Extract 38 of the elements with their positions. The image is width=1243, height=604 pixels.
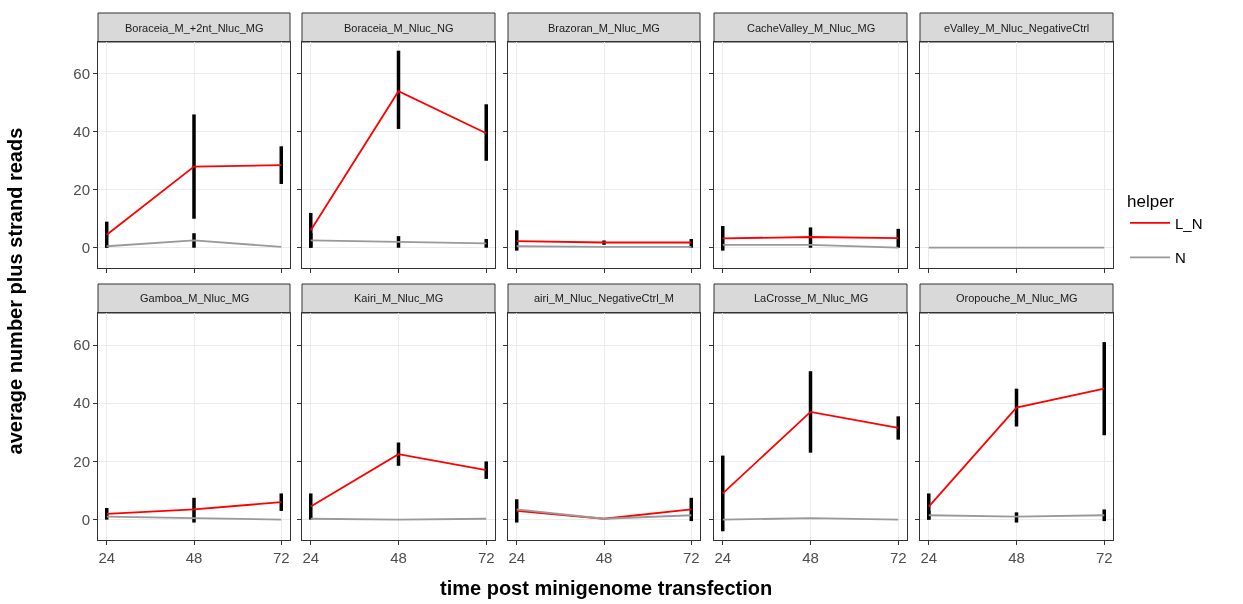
chart-title: Gamboa_M_Nluc_MG	[140, 292, 250, 304]
x-tick-label: 24	[98, 549, 116, 566]
chart-title: airi_M_Nluc_NegativeCtrl_M	[534, 292, 674, 304]
y-tick-label: 20	[73, 452, 90, 470]
chart-title: eValley_M_Nluc_NegativeCtrl	[944, 22, 1090, 34]
y-tick-label: 0	[81, 510, 90, 528]
y-tick-label: 20	[73, 181, 90, 199]
x-tick-label: 48	[1008, 549, 1025, 566]
x-tick-label: 24	[508, 549, 526, 566]
x-tick-label: 72	[272, 549, 290, 566]
chart-title: Boraceia_M_Nluc_NG	[344, 22, 454, 34]
y-tick-label: 60	[73, 65, 90, 83]
chart-title: LaCrosse_M_Nluc_MG	[754, 292, 869, 304]
x-tick-label: 48	[390, 549, 407, 566]
x-tick-label: 48	[185, 549, 203, 566]
chart-title: Oropouche_M_Nluc_MG	[956, 292, 1078, 304]
legend-title: helper	[1127, 191, 1175, 211]
x-tick-label: 48	[595, 549, 613, 566]
y-tick-label: 40	[73, 123, 90, 141]
chart-title: Brazoran_M_Nluc_MG	[548, 22, 660, 34]
x-tick-label: 48	[802, 549, 819, 566]
x-tick-label: 24	[920, 549, 938, 566]
x-tick-label: 24	[714, 549, 732, 566]
y-tick-label: 0	[81, 238, 90, 256]
legend-label: N	[1175, 249, 1186, 267]
x-tick-label: 72	[889, 549, 907, 566]
chart-title: Kairi_M_Nluc_MG	[354, 292, 444, 304]
x-axis-title: time post minigenome transfection	[440, 577, 773, 599]
chart-title: Boraceia_M_+2nt_Nluc_MG	[125, 22, 264, 34]
x-tick-label: 72	[1095, 549, 1113, 566]
x-tick-label: 72	[682, 549, 700, 566]
x-tick-label: 24	[302, 549, 320, 566]
chart-title: CacheValley_M_Nluc_MG	[747, 22, 876, 34]
legend-label: L_N	[1175, 214, 1203, 232]
y-tick-label: 40	[73, 394, 90, 412]
x-tick-label: 72	[477, 549, 495, 566]
y-tick-label: 60	[73, 336, 90, 354]
y-axis-title: average number plus strand reads	[4, 127, 27, 455]
